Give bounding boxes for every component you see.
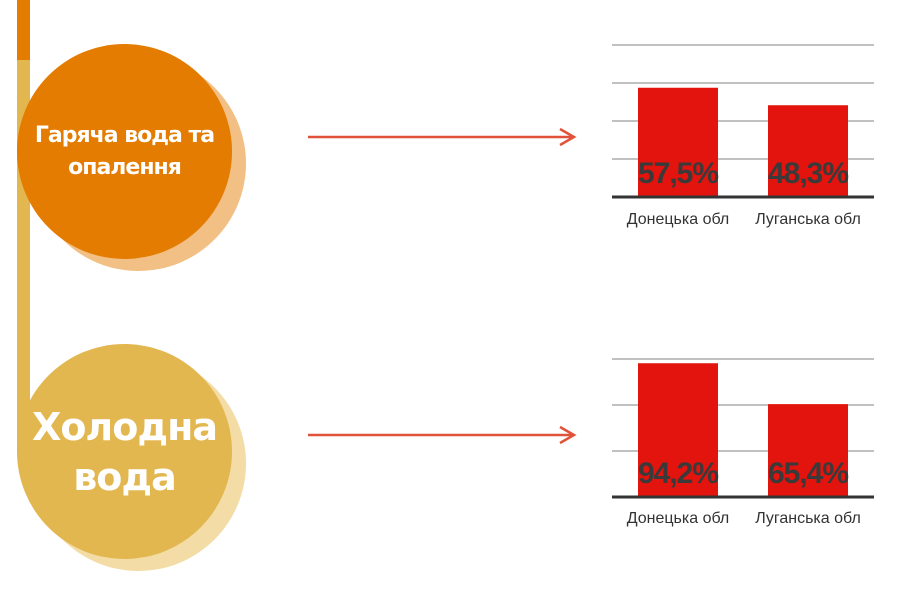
data-label: 65,4% — [768, 457, 848, 490]
hot-water-label-line2: опалення — [68, 154, 182, 180]
timeline-rail-top — [17, 0, 30, 60]
data-label: 57,5% — [638, 157, 718, 190]
data-label: 48,3% — [768, 157, 848, 190]
arrow-right-icon — [308, 425, 577, 445]
cold-water-bar-chart: 94,2% Донецька обл 65,4% Луганська обл — [612, 358, 874, 527]
category-label: Луганська обл — [755, 211, 861, 228]
bar-donetsk — [638, 87, 718, 197]
cold-water-circle-main: Холодна вода — [17, 344, 232, 559]
category-label: Донецька обл — [627, 211, 730, 228]
category-label: Луганська обл — [755, 510, 861, 527]
bar-luhansk — [768, 105, 848, 197]
cold-water-label-line1: Холодна — [32, 404, 218, 449]
hot-water-label-line1: Гаряча вода та — [34, 122, 215, 148]
cold-water-label-line2: вода — [73, 454, 176, 499]
bar-donetsk — [638, 363, 718, 497]
cold-water-circle: Холодна вода — [17, 344, 249, 574]
hot-water-circle: Гаряча вода та опалення — [17, 44, 249, 274]
data-label: 94,2% — [638, 457, 718, 490]
hot-water-bar-chart: 57,5% Донецька обл 48,3% Луганська обл — [612, 44, 874, 228]
bar-luhansk — [768, 404, 848, 497]
category-label: Донецька обл — [627, 510, 730, 527]
arrow-right-icon — [308, 127, 577, 147]
hot-water-circle-main: Гаряча вода та опалення — [17, 44, 232, 259]
